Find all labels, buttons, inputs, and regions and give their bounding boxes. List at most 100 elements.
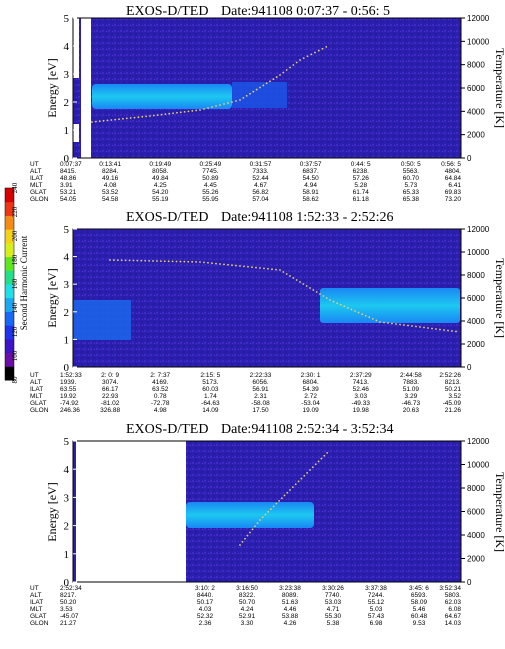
info-cell: 3.30 <box>241 620 254 627</box>
info-cell: 6056. <box>252 379 268 386</box>
temperature-point <box>219 104 221 106</box>
info-cell: 0:25:49 <box>200 161 222 168</box>
info-row-label: ILAT <box>30 175 43 182</box>
temperature-point <box>122 117 124 120</box>
info-row-label: GLAT <box>30 400 47 407</box>
y2tick-label: 10000 <box>467 461 490 470</box>
info-cell: 6837. <box>302 168 318 175</box>
panel-3-y2ticks: 0 2000 4000 6000 8000 10000 12000 <box>461 437 490 587</box>
temperature-point <box>141 115 144 118</box>
info-cell: 52.46 <box>353 386 370 393</box>
temperature-point <box>279 74 281 76</box>
panel-1-data-gap <box>81 18 91 158</box>
ytick-label: 3 <box>64 279 70 291</box>
info-row-label: UT <box>30 585 39 592</box>
info-cell: 0:13:41 <box>99 161 121 168</box>
temperature-point <box>211 106 213 108</box>
temperature-point <box>120 259 123 262</box>
info-cell: 56.91 <box>252 386 269 393</box>
info-cell: 19.09 <box>302 407 319 414</box>
info-cell: 58.62 <box>302 196 319 203</box>
y2tick-label: 8000 <box>467 484 485 493</box>
info-cell: 19.92 <box>60 393 77 400</box>
info-cell: 4.03 <box>199 606 212 613</box>
temperature-point <box>249 531 251 534</box>
info-cell: 0:50: 5 <box>401 161 421 168</box>
info-cell: -81.02 <box>101 400 120 407</box>
temperature-point <box>110 119 113 121</box>
temperature-point <box>423 326 425 329</box>
temperature-point <box>191 260 194 263</box>
info-cell: -45.07 <box>60 613 79 620</box>
info-cell: 2:30: 1 <box>301 372 321 379</box>
temperature-point <box>255 88 258 91</box>
temperature-point <box>350 308 353 311</box>
info-cell: 4.46 <box>284 606 297 613</box>
temperature-point <box>145 115 148 118</box>
info-cell: 4.45 <box>204 182 217 189</box>
temperature-point <box>407 324 409 327</box>
panel-1-ylabel: Energy [eV] <box>45 58 59 117</box>
info-cell: 7333. <box>252 168 268 175</box>
info-cell: 64.84 <box>445 175 462 182</box>
info-cell: 2.36 <box>199 620 212 627</box>
temperature-point <box>329 299 331 301</box>
info-cell: 63.52 <box>152 386 169 393</box>
panel-3-title-left: EXOS-D/TED <box>126 422 208 437</box>
info-cell: 48.86 <box>60 175 77 182</box>
temperature-point <box>415 325 417 328</box>
info-cell: 49.16 <box>102 175 119 182</box>
info-cell: 50.17 <box>197 599 214 606</box>
temperature-point <box>156 260 158 262</box>
info-row-label: ALT <box>30 592 41 599</box>
colorbar-tick-label: 80 <box>11 376 19 384</box>
info-cell: 6593. <box>411 592 427 599</box>
colorbar-segment <box>5 256 14 271</box>
temperature-point <box>243 265 245 268</box>
info-cell: 4.67 <box>254 182 267 189</box>
temperature-point <box>241 540 244 543</box>
temperature-point <box>275 502 278 505</box>
temperature-point <box>183 260 186 263</box>
temperature-point <box>168 112 171 115</box>
temperature-point <box>223 263 225 266</box>
temperature-point <box>395 323 397 325</box>
temperature-point <box>256 522 259 525</box>
temperature-point <box>133 116 136 119</box>
info-cell: 6238. <box>353 168 369 175</box>
temperature-point <box>239 544 241 546</box>
y2tick-label: 0 <box>467 578 472 587</box>
temperature-point <box>116 259 119 262</box>
panel-2-y2label: Temperature [K] <box>493 258 505 338</box>
temperature-point <box>267 267 269 270</box>
colorbar-segment <box>5 366 14 381</box>
temperature-point <box>431 327 433 330</box>
info-cell: -74.92 <box>60 400 79 407</box>
temperature-point <box>195 109 198 112</box>
temperature-point <box>289 275 291 277</box>
info-cell: 51.63 <box>282 599 299 606</box>
temperature-point <box>391 322 393 325</box>
colorbar-segment <box>5 201 14 216</box>
info-cell: 3.29 <box>405 393 418 400</box>
temperature-point <box>187 260 190 263</box>
info-cell: 7244. <box>368 592 384 599</box>
info-cell: -53.04 <box>301 400 320 407</box>
info-cell: 54.58 <box>102 196 119 203</box>
panel-2-temperature-curve <box>109 259 457 333</box>
temperature-point <box>227 263 229 266</box>
temperature-point <box>265 82 268 85</box>
info-cell: 8213. <box>445 379 461 386</box>
panel-2-title-right: Date:941108 1:52:33 - 2:52:26 <box>221 210 394 225</box>
temperature-point <box>203 261 205 264</box>
temperature-point <box>148 259 151 262</box>
info-cell: 50.21 <box>445 386 462 393</box>
temperature-point <box>191 110 194 112</box>
temperature-point <box>94 120 97 123</box>
temperature-point <box>314 463 317 466</box>
temperature-point <box>375 319 378 322</box>
info-cell: -46.73 <box>402 400 421 407</box>
panel-1-data-gap <box>73 18 79 78</box>
temperature-point <box>322 295 325 297</box>
temperature-point <box>427 327 429 329</box>
